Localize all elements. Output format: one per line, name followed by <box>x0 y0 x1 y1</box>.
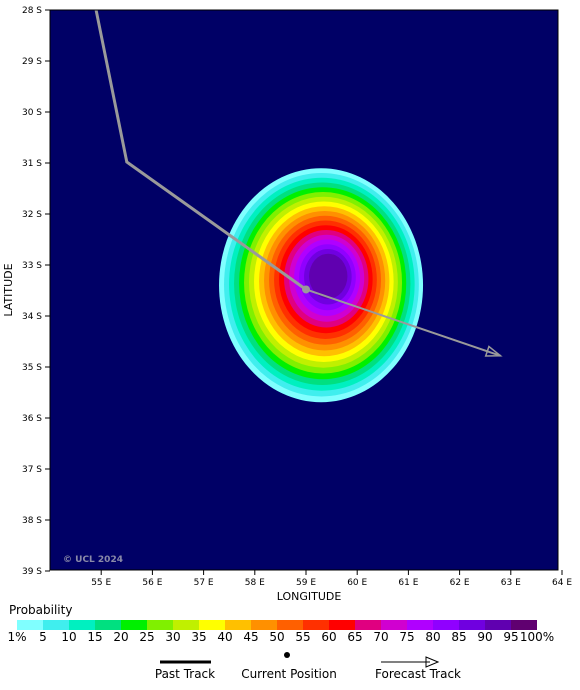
scale-label: 20 <box>113 630 129 644</box>
scale-label: 75 <box>399 630 415 644</box>
lat-tick-label: 32 S <box>22 210 42 220</box>
scale-swatch <box>277 620 303 630</box>
probability-field <box>219 168 424 403</box>
forecast-track-line <box>305 288 501 357</box>
scale-swatch <box>43 620 69 630</box>
scale-swatch <box>225 620 251 630</box>
scale-label: 95 <box>503 630 519 644</box>
probability-band <box>314 258 344 293</box>
scale-label: 30 <box>165 630 181 644</box>
probability-scale-labels: 1% 5 10 15 20 25 30 35 40 45 50 55 60 65 70 75 80 85 90 95 1… <box>0 630 580 646</box>
probability-color-scale <box>17 620 537 630</box>
scale-swatch <box>381 620 407 630</box>
lat-tick-label: 38 S <box>22 516 42 526</box>
forecast-track-label: Forecast Track <box>375 667 461 681</box>
scale-swatch <box>459 620 485 630</box>
scale-label: 45 <box>243 630 259 644</box>
scale-swatch <box>95 620 121 630</box>
scale-label: 50 <box>269 630 285 644</box>
lon-tick-label: 59 E <box>296 578 316 588</box>
scale-swatch <box>303 620 329 630</box>
scale-label: 25 <box>139 630 155 644</box>
scale-label: 60 <box>321 630 337 644</box>
lat-tick-label: 28 S <box>22 6 42 16</box>
watermark: © UCL 2024 <box>63 555 123 565</box>
scale-label: 40 <box>217 630 233 644</box>
past-track-line <box>94 9 307 291</box>
lon-tick-label: 55 E <box>91 578 111 588</box>
scale-label: 35 <box>191 630 207 644</box>
lon-tick-label: 61 E <box>398 578 418 588</box>
lat-tick-label: 30 S <box>22 108 42 118</box>
scale-label: 10 <box>61 630 77 644</box>
current-position-label: Current Position <box>241 667 337 681</box>
lat-tick-label: 35 S <box>22 363 42 373</box>
lat-tick-label: 31 S <box>22 159 42 169</box>
lat-tick-label: 39 S <box>22 567 42 577</box>
lat-tick-label: 34 S <box>22 312 42 322</box>
scale-swatch <box>433 620 459 630</box>
lon-tick-label: 60 E <box>347 578 367 588</box>
current-position-marker <box>302 285 310 294</box>
lon-tick-label: 56 E <box>142 578 162 588</box>
scale-label: 55 <box>295 630 311 644</box>
scale-swatch <box>147 620 173 630</box>
scale-label: 15 <box>87 630 103 644</box>
scale-label: 5 <box>39 630 47 644</box>
scale-swatch <box>355 620 381 630</box>
scale-swatch <box>407 620 433 630</box>
scale-label: 1% <box>7 630 27 644</box>
axis-ticks: 28 S 29 S 30 S 31 S 32 S 33 S 34 S 35 S 36 S 37 S… <box>22 6 572 588</box>
y-axis-title: LATITUDE <box>2 263 15 316</box>
lon-tick-label: 57 E <box>194 578 214 588</box>
forecast-arrow-head <box>484 345 503 357</box>
lat-tick-label: 29 S <box>22 57 42 67</box>
map-frame <box>49 9 559 571</box>
lat-tick-label: 36 S <box>22 414 42 424</box>
scale-label: 90 <box>477 630 493 644</box>
lat-tick-label: 37 S <box>22 465 42 475</box>
lon-tick-label: 62 E <box>450 578 470 588</box>
scale-swatch <box>17 620 43 630</box>
scale-swatch <box>173 620 199 630</box>
scale-swatch <box>511 620 537 630</box>
scale-label: 70 <box>373 630 389 644</box>
scale-swatch <box>69 620 95 630</box>
scale-swatch <box>329 620 355 630</box>
scale-label: 100% <box>519 630 555 644</box>
scale-swatch <box>121 620 147 630</box>
scale-swatch <box>251 620 277 630</box>
scale-label: 85 <box>451 630 467 644</box>
lon-tick-label: 58 E <box>245 578 265 588</box>
scale-label: 65 <box>347 630 363 644</box>
legend-title: Probability <box>9 603 73 617</box>
lon-tick-label: 63 E <box>501 578 521 588</box>
past-track-label: Past Track <box>154 667 216 681</box>
scale-label: 80 <box>425 630 441 644</box>
lon-tick-label: 64 E <box>552 578 572 588</box>
storm-track <box>94 9 503 357</box>
x-axis-title: LONGITUDE <box>277 590 342 603</box>
scale-swatch <box>485 620 511 630</box>
scale-swatch <box>199 620 225 630</box>
lat-tick-label: 33 S <box>22 261 42 271</box>
